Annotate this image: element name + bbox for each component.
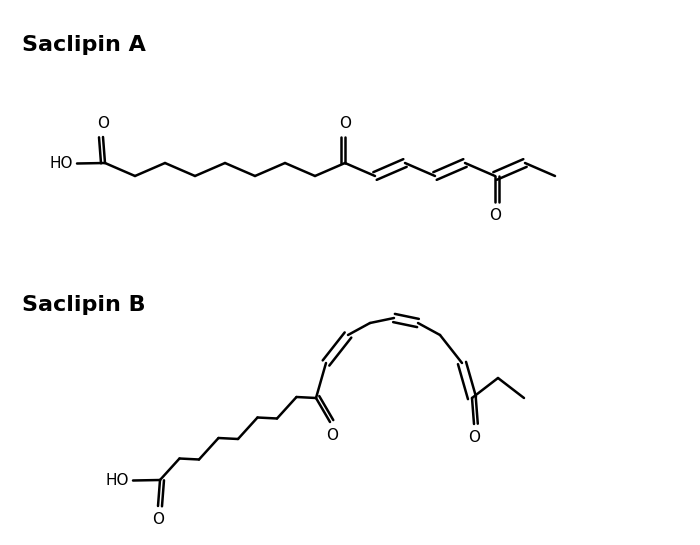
- Text: Saclipin A: Saclipin A: [22, 35, 146, 55]
- Text: O: O: [468, 430, 480, 445]
- Text: O: O: [339, 116, 351, 131]
- Text: Saclipin B: Saclipin B: [22, 295, 146, 315]
- Text: O: O: [489, 208, 501, 223]
- Text: O: O: [152, 512, 164, 527]
- Text: HO: HO: [50, 156, 73, 171]
- Text: O: O: [97, 116, 109, 131]
- Text: O: O: [326, 428, 338, 443]
- Text: HO: HO: [106, 473, 129, 488]
